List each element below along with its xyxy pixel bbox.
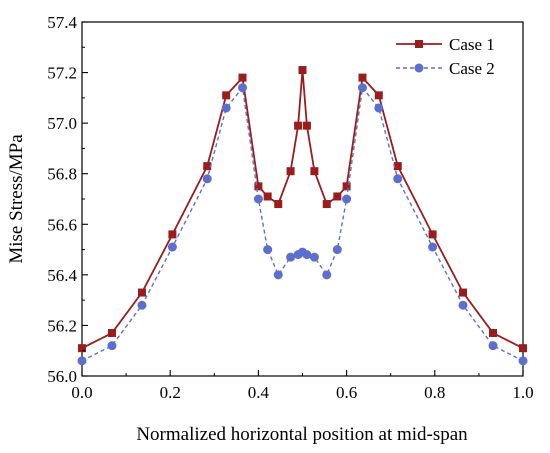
x-tick-label: 0.8	[424, 383, 445, 402]
data-point	[202, 174, 212, 184]
data-point	[393, 162, 402, 171]
data-point	[254, 182, 263, 191]
data-point	[274, 200, 283, 209]
data-point	[332, 245, 342, 255]
y-tick-label: 56.4	[47, 266, 77, 285]
data-point	[519, 344, 527, 353]
data-point	[357, 83, 367, 93]
data-point	[322, 200, 331, 209]
data-point	[263, 245, 273, 255]
data-point	[286, 252, 296, 262]
series-line	[81, 69, 524, 349]
data-point	[273, 270, 283, 280]
legend-marker-case-2	[414, 63, 424, 73]
y-tick-label: 57.2	[47, 64, 77, 83]
y-axis-label: Mise Stress/MPa	[6, 134, 27, 264]
y-tick-label: 56.8	[47, 165, 77, 184]
data-point	[107, 329, 116, 338]
data-point	[298, 66, 307, 75]
data-point	[489, 329, 498, 338]
y-tick-label: 56.0	[47, 367, 77, 386]
series-case-1	[78, 66, 527, 353]
data-point	[77, 356, 87, 366]
data-point	[393, 174, 403, 184]
data-point	[167, 242, 177, 252]
data-point	[137, 300, 147, 310]
data-point	[107, 341, 117, 351]
data-point	[374, 103, 384, 113]
legend-label-case-2: Case 2	[449, 59, 495, 78]
data-point	[203, 162, 212, 171]
data-point	[333, 192, 342, 201]
data-point	[263, 192, 272, 201]
series-line	[81, 86, 524, 362]
legend: Case 1 Case 2	[396, 35, 495, 78]
data-point	[459, 288, 468, 297]
data-point	[342, 182, 351, 191]
data-point	[322, 270, 332, 280]
legend-marker-case-1	[415, 40, 423, 48]
legend-label-case-1: Case 1	[449, 35, 495, 54]
data-point	[238, 83, 248, 93]
data-point	[222, 91, 231, 100]
data-point	[374, 91, 383, 100]
data-point	[358, 73, 367, 82]
series-layer	[77, 66, 528, 366]
data-point	[518, 356, 528, 366]
y-tick-label: 57.0	[47, 114, 77, 133]
tick-layer: 0.0 0.2 0.4 0.6 0.8 1.0 56.0 56.2 56.4 56.6 56.8 57…	[47, 13, 533, 402]
data-point	[137, 288, 146, 297]
data-point	[78, 344, 86, 353]
series-case-2	[77, 83, 528, 366]
data-point	[428, 230, 437, 239]
y-tick-label: 56.2	[47, 316, 77, 335]
data-point	[221, 103, 231, 113]
data-point	[286, 167, 295, 176]
data-point	[168, 230, 177, 239]
data-point	[302, 121, 311, 130]
x-axis-label: Normalized horizontal position at mid-sp…	[136, 424, 468, 445]
x-tick-label: 0.2	[160, 383, 181, 402]
data-point	[342, 194, 352, 204]
y-tick-label: 56.6	[47, 215, 77, 234]
data-point	[294, 121, 303, 130]
x-tick-label: 0.0	[71, 383, 92, 402]
y-tick-label: 57.4	[47, 13, 77, 32]
data-point	[458, 300, 468, 310]
x-tick-label: 1.0	[512, 383, 533, 402]
data-point	[428, 242, 438, 252]
data-point	[488, 341, 498, 351]
data-point	[302, 250, 312, 260]
x-tick-label: 0.6	[336, 383, 357, 402]
data-point	[238, 73, 247, 82]
x-tick-label: 0.4	[248, 383, 270, 402]
data-point	[310, 167, 319, 176]
data-point	[253, 194, 263, 204]
data-point	[309, 252, 319, 262]
